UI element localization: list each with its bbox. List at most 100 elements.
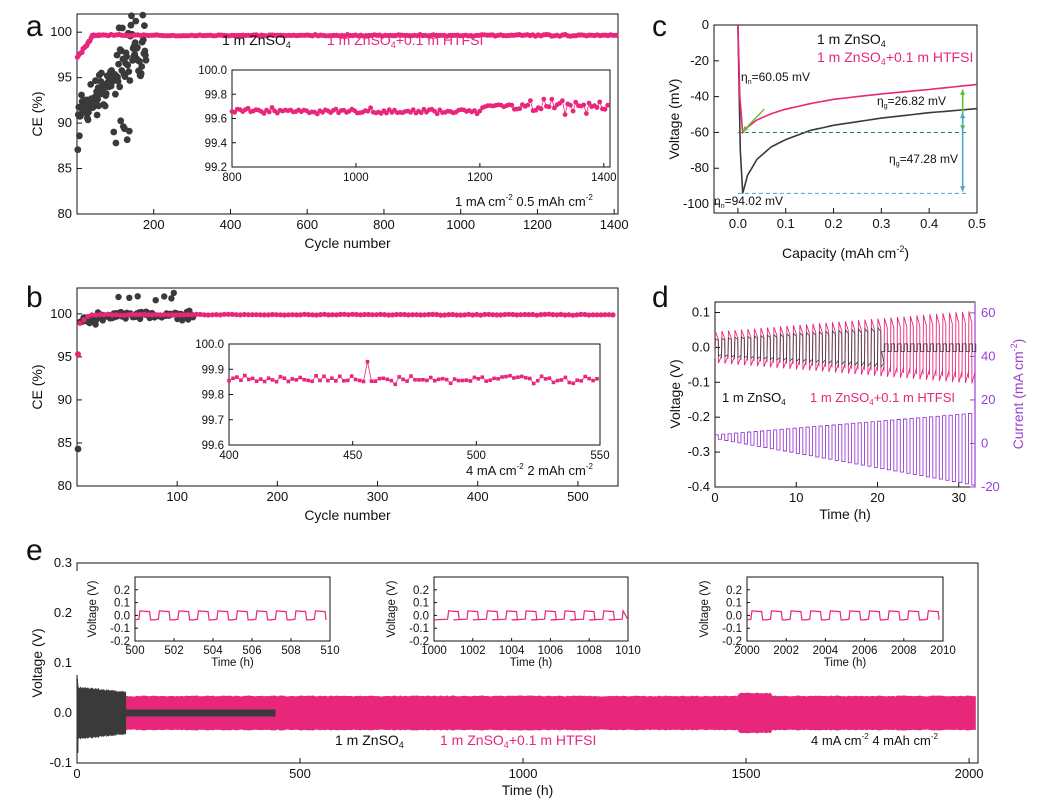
b-inset-point [294,378,299,382]
b-frame [76,287,619,487]
c-xtick-label: 0.0 [729,216,747,231]
a-point-zn [142,56,150,64]
e-band-zn [77,678,276,748]
b-point-htfsi [357,312,364,318]
b-inset-xtick-label: 400 [219,450,238,462]
e-inset-1-xtick-label: 510 [320,645,339,657]
b-xtick-label: 500 [567,489,589,504]
c-ann-eta-n-pink-part: η [741,70,748,84]
b-point-htfsi [349,311,356,317]
e-inset-3-frame [746,576,944,642]
e-band-htfsi [77,691,976,735]
c-xlabel-part: -2 [896,244,904,254]
b-point-htfsi [277,312,283,318]
a-inset-point [384,110,389,116]
a-point-zn [92,77,99,85]
c-ann-eta-g-pink-part: η [877,94,884,108]
b-point-htfsi [301,311,307,317]
a-condition: 1 mA cm-2 0.5 mAh cm-2 [455,193,593,209]
b-inset-point [567,380,572,385]
a-point-zn [139,11,147,19]
c-ann-eta-g-pink-part: g [884,103,888,110]
a-xtick-label: 1000 [446,217,475,232]
panel-label-b: b [26,281,43,314]
b-point-htfsi [105,311,111,317]
a-inset-ytick-label: 99.6 [205,114,227,126]
b-point-htfsi [261,312,267,318]
e-inset-2-ytick-label: 0.0 [413,610,429,622]
b-inset-xtick-label: 550 [590,450,609,462]
b-inset-point [575,378,579,382]
b-point-htfsi [378,311,384,317]
e-xtick-label: 1000 [509,766,538,781]
b-point-htfsi [309,312,315,318]
b-xlabel: Cycle number [304,507,391,523]
b-point-htfsi [466,311,472,317]
a-inset-point [602,106,608,112]
c-legend-zn-part: 4 [881,39,886,49]
e-ytick-label: -0.1 [50,755,72,770]
b-inset-point [239,378,243,382]
b-point-zn [92,321,99,328]
b-point-htfsi [518,312,524,318]
b-inset-point [286,379,291,384]
b-inset-ytick-label: 99.8 [202,390,224,402]
e-inset-3-ytick-label: 0.1 [726,598,742,610]
b-condition-part: 2 mAh cm [524,463,586,478]
b-inset-point [357,378,362,383]
a-xtick-label: 200 [143,217,165,232]
a-point-zn [76,132,83,140]
b-point-htfsi [482,311,488,317]
c-xtick-label: 0.4 [920,216,938,231]
e-condition-part: 4 mAh cm [869,733,931,748]
b-inset-point [334,379,338,383]
a-ytick-label: 80 [58,206,72,221]
b-point-htfsi [265,312,271,318]
a-inset-point [333,106,339,112]
e-xtick-label: 2000 [955,766,984,781]
a-point-zn [112,139,120,147]
b-point-htfsi [514,312,520,318]
b-inset-point [361,379,366,384]
b-point-htfsi [193,311,199,317]
b-inset-point [539,374,544,379]
e-inset-3-ytick-label: -0.2 [722,636,742,648]
b-point-htfsi [229,311,235,317]
b-inset-point [405,379,409,383]
d-xlabel: Time (h) [819,506,871,522]
e-inset-2-xtick-label: 1010 [615,645,641,657]
b-point-htfsi [522,311,528,318]
a-ytick-label: 85 [58,161,72,176]
c-ann-eta-g-black-part: g [896,161,900,168]
b-point-htfsi [137,312,143,318]
a-inset-xtick-label: 1400 [591,172,617,184]
a-legend-zn-part: 1 m ZnSO [222,32,286,48]
e-condition-part: 4 mA cm [811,733,862,748]
e-inset-3-ytick-label: 0.2 [726,585,742,597]
c-xlabel: Capacity (mAh cm-2) [782,244,909,261]
b-point-htfsi [121,312,127,318]
b-inset-point [235,375,239,379]
b-point-htfsi [450,311,456,318]
b-condition: 4 mA cm-2 2 mAh cm-2 [466,462,593,478]
b-inset-point [563,375,568,380]
d-ytick-label: 0.1 [692,304,710,319]
b-inset-point [436,377,441,382]
b-point-htfsi [510,311,516,318]
b-point-htfsi [390,312,396,318]
a-xtick-label: 600 [296,217,318,232]
e-inset-3-xtick-label: 2010 [930,645,956,657]
b-inset-point [373,379,378,383]
b-point-htfsi [570,312,576,318]
b-inset-point [401,377,405,382]
b-point-htfsi [173,312,179,318]
b-ytick-label: 90 [58,392,72,407]
d-ytick-right-label: 40 [981,348,995,363]
a-inset-point [570,108,576,114]
a-inset-ytick-label: 100.0 [198,65,227,77]
b-inset-point [302,377,306,382]
b-inset-point [365,359,370,364]
c-ann-eta-g-black: ηg=47.28 mV [889,152,958,168]
b-inset-point [306,378,310,383]
